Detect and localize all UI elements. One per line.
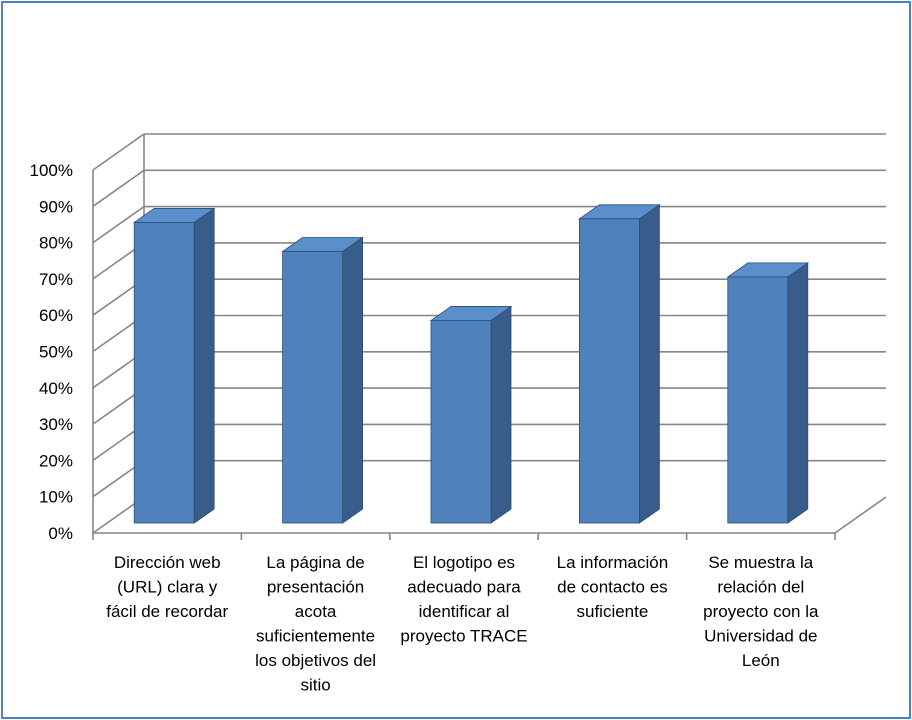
side-wall-line — [92, 205, 145, 244]
x-category-label: La información de contacto es suficiente — [557, 553, 669, 621]
y-tick-label: 40% — [39, 379, 73, 398]
x-category-label: Dirección web (URL) clara y fácil de recor… — [106, 553, 228, 621]
y-tick-label: 50% — [39, 343, 73, 362]
bar-side — [193, 207, 215, 524]
bar — [578, 204, 661, 524]
y-tick-label: 60% — [39, 306, 73, 325]
bar-side — [342, 236, 364, 524]
x-category-label: La página de presentación acota suficientem… — [255, 553, 376, 695]
bar-front — [727, 276, 789, 524]
bar-front — [579, 218, 640, 524]
y-tick-label: 70% — [39, 270, 73, 289]
y-tick-label: 100% — [30, 161, 73, 180]
bar-front — [133, 222, 195, 524]
bar — [429, 305, 513, 524]
floor-right-edge — [834, 496, 887, 534]
y-tick-label: 10% — [39, 488, 73, 507]
y-tick-label: 20% — [39, 451, 73, 470]
bar — [726, 262, 810, 524]
bars — [132, 204, 810, 524]
y-tick-label: 80% — [39, 234, 73, 253]
y-tick-label: 30% — [39, 415, 73, 434]
bar-side — [490, 305, 512, 524]
bar — [281, 236, 364, 524]
y-tick-label: 90% — [39, 197, 73, 216]
x-category-label: Se muestra la relación del proyecto con la… — [703, 553, 819, 670]
side-wall-line — [92, 169, 145, 207]
bar-front — [282, 251, 344, 524]
y-axis-ticks: 0% 10% 20% 30% 40% 50% 60% 70% 80% 90% 100% — [30, 161, 73, 543]
bar — [132, 207, 216, 524]
side-wall-line — [92, 133, 145, 171]
y-tick-label: 0% — [48, 524, 73, 543]
bar-front — [430, 320, 492, 524]
bar-side — [787, 262, 809, 524]
x-category-label: El logotipo es adecuado para identificar a… — [400, 553, 527, 646]
bar-side — [639, 204, 660, 524]
x-axis-labels: Dirección web (URL) clara y fácil de recor… — [106, 553, 819, 695]
